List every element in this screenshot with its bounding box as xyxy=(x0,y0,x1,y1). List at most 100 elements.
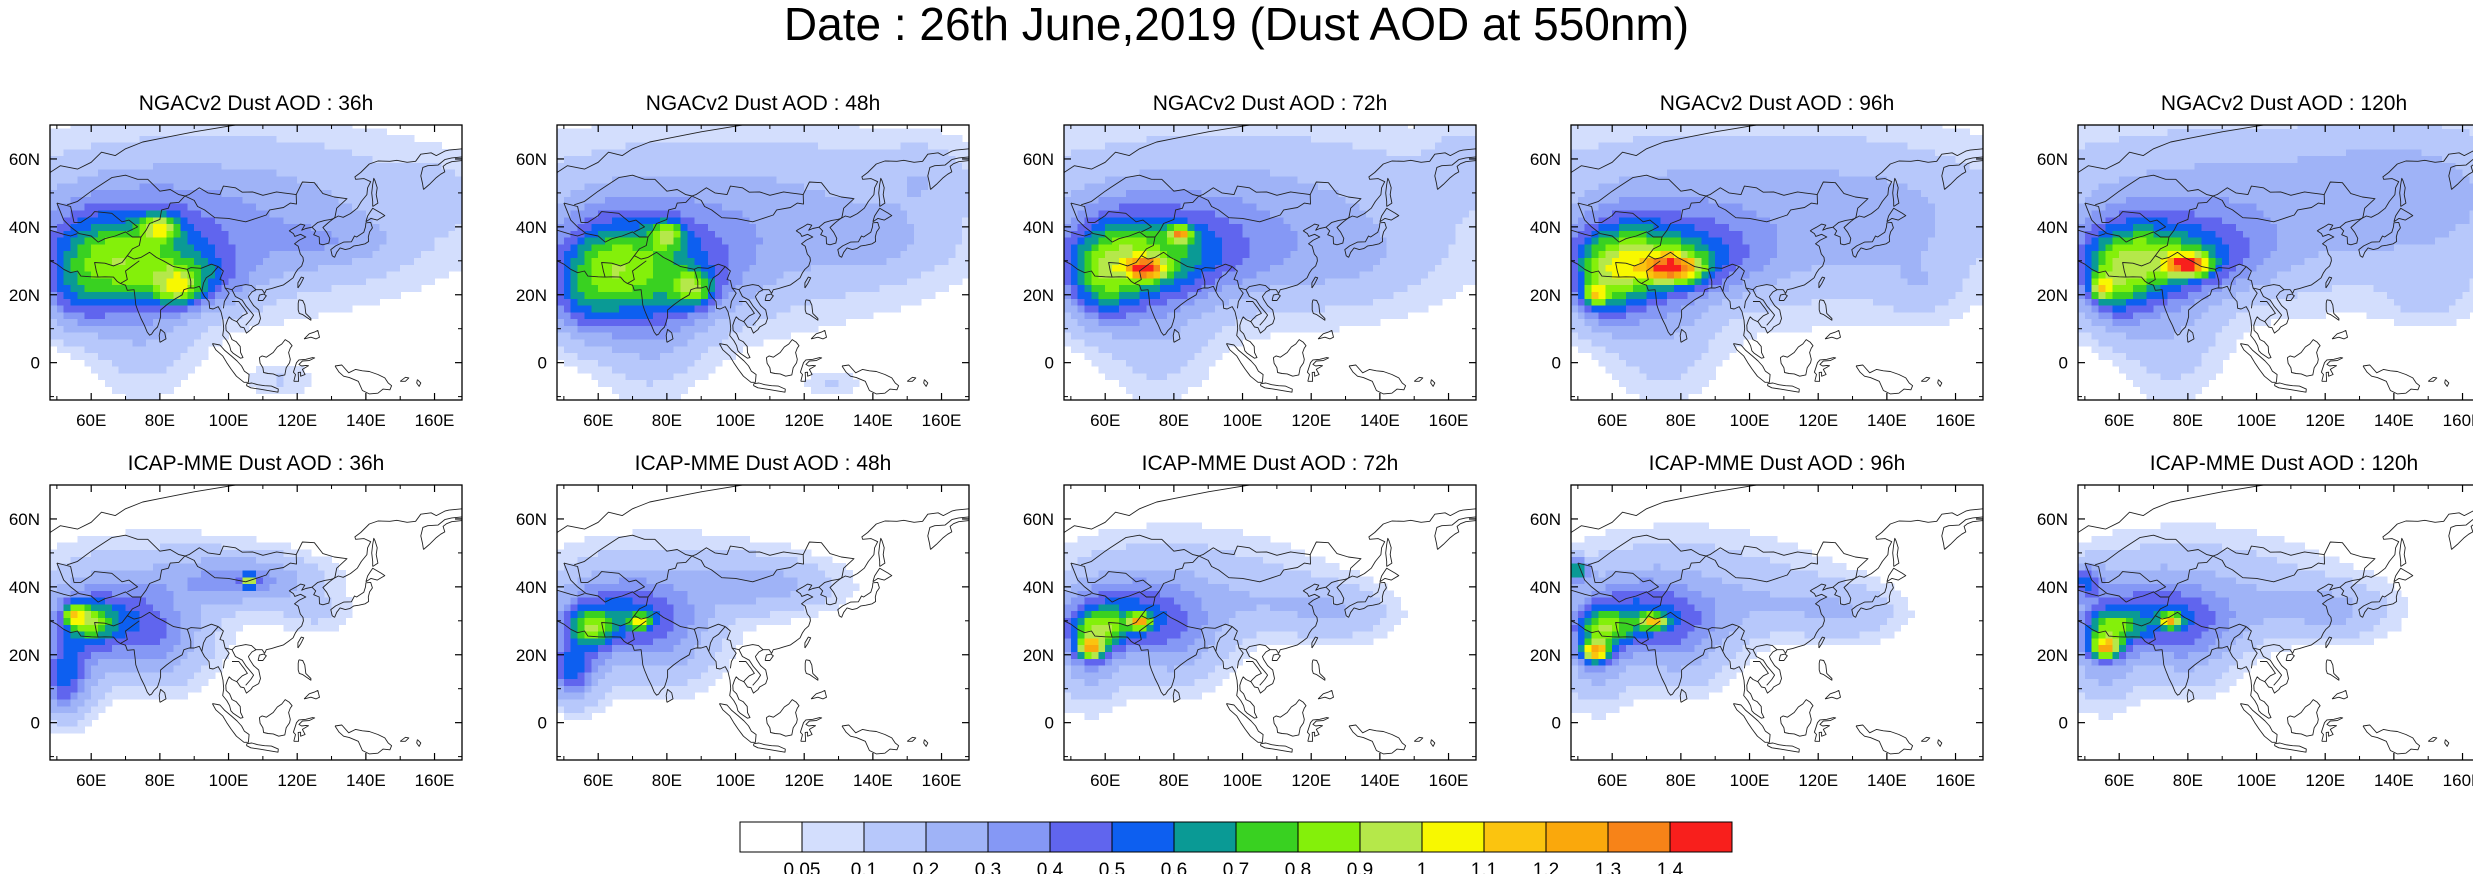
aod-cell xyxy=(920,128,929,136)
aod-cell xyxy=(324,284,333,292)
aod-cell xyxy=(146,345,154,354)
aod-cell xyxy=(207,338,216,347)
aod-cell xyxy=(632,366,640,374)
aod-cell xyxy=(907,237,915,245)
aod-cell xyxy=(584,148,592,157)
aod-cell xyxy=(242,175,250,184)
aod-cell xyxy=(1187,162,1196,170)
aod-cell xyxy=(1167,196,1175,204)
aod-cell xyxy=(639,196,647,204)
coastline-path xyxy=(923,379,929,387)
aod-cell xyxy=(379,243,388,252)
aod-cell xyxy=(173,209,182,218)
aod-cell xyxy=(98,125,106,129)
aod-cell xyxy=(187,125,195,129)
aod-cell xyxy=(91,304,99,313)
aod-cell xyxy=(872,203,881,211)
aod-cell xyxy=(290,223,298,231)
aod-cell xyxy=(91,230,99,238)
aod-cell xyxy=(797,175,805,184)
aod-cell xyxy=(413,209,422,218)
aod-cell xyxy=(1125,128,1134,136)
aod-cell xyxy=(721,250,730,259)
coastline-path xyxy=(50,148,462,359)
aod-cell xyxy=(104,338,113,347)
aod-cell xyxy=(866,304,874,313)
aod-cell xyxy=(577,182,586,191)
aod-cell xyxy=(1221,298,1230,306)
aod-cell xyxy=(304,264,312,272)
aod-cell xyxy=(1105,332,1113,340)
aod-cell xyxy=(276,284,285,292)
aod-cell xyxy=(139,182,147,191)
aod-cell xyxy=(1132,209,1141,218)
aod-cell xyxy=(845,209,853,218)
aod-cell xyxy=(687,155,695,163)
aod-cell xyxy=(283,209,291,218)
aod-cell xyxy=(817,216,826,225)
aod-cell xyxy=(70,284,79,292)
aod-cell xyxy=(756,270,764,279)
aod-cell xyxy=(207,135,216,143)
aod-cell xyxy=(173,257,182,265)
aod-cell xyxy=(1105,203,1113,211)
aod-cell xyxy=(104,223,113,231)
aod-cell xyxy=(420,203,429,211)
aod-cell xyxy=(50,298,58,306)
aod-cell xyxy=(104,270,113,279)
aod-cell xyxy=(56,128,65,136)
aod-cell xyxy=(1098,298,1106,306)
aod-cell xyxy=(310,223,319,231)
aod-cell xyxy=(173,175,182,184)
aod-cell xyxy=(879,155,888,163)
aod-cell xyxy=(262,257,271,265)
aod-cell xyxy=(1105,223,1113,231)
coastline-path xyxy=(557,229,585,237)
aod-cell xyxy=(859,141,867,150)
aod-cell xyxy=(290,189,298,197)
aod-cell xyxy=(660,325,668,333)
panel-title: NGACv2 Dust AOD : 96h xyxy=(1659,92,1895,115)
aod-cell xyxy=(735,284,743,292)
aod-cell xyxy=(872,243,881,252)
aod-cell xyxy=(1132,182,1141,191)
aod-cell xyxy=(824,128,833,136)
aod-cell xyxy=(207,175,216,184)
aod-cell xyxy=(269,182,278,191)
aod-cell xyxy=(1187,332,1196,340)
aod-cell xyxy=(56,237,65,245)
aod-cell xyxy=(235,270,243,279)
aod-cell xyxy=(769,128,778,136)
aod-cell xyxy=(749,223,757,231)
aod-cell xyxy=(338,203,346,211)
aod-cell xyxy=(1208,148,1216,157)
aod-cell xyxy=(1084,311,1093,320)
aod-cell xyxy=(256,237,264,245)
aod-cell xyxy=(728,318,737,326)
aod-cell xyxy=(352,250,360,259)
aod-cell xyxy=(666,175,675,184)
aod-cell xyxy=(331,175,339,184)
aod-cell xyxy=(584,304,592,313)
aod-cell xyxy=(372,175,381,184)
aod-cell xyxy=(1228,237,1237,245)
aod-cell xyxy=(708,366,716,374)
aod-cell xyxy=(817,162,826,170)
aod-cell xyxy=(1208,277,1216,286)
aod-cell xyxy=(790,128,798,136)
aod-cell xyxy=(77,338,85,347)
aod-cell xyxy=(673,162,682,170)
aod-cell xyxy=(1091,196,1099,204)
aod-cell xyxy=(1118,325,1127,333)
aod-cell xyxy=(407,175,415,184)
aod-cell xyxy=(852,216,860,225)
aod-cell xyxy=(352,135,360,143)
aod-cell xyxy=(591,230,599,238)
aod-cell xyxy=(400,223,408,231)
aod-cell xyxy=(201,257,209,265)
aod-cell xyxy=(1077,318,1086,326)
aod-cell xyxy=(1098,250,1106,259)
aod-cell xyxy=(1146,386,1154,394)
aod-cell xyxy=(735,304,743,313)
aod-cell xyxy=(557,345,565,354)
